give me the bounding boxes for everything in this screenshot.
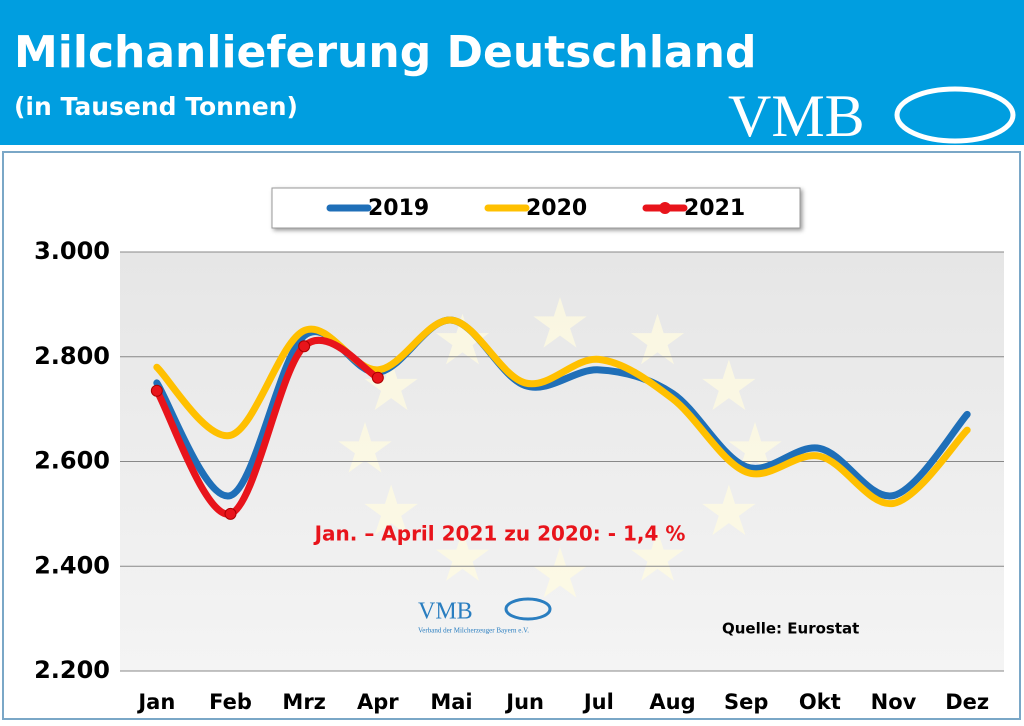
source: Quelle: Eurostat: [722, 620, 859, 638]
y-tick-label: 2.800: [34, 342, 110, 370]
y-tick-label: 2.200: [34, 656, 110, 684]
logo-small-swirl: [504, 597, 552, 621]
x-tick-label: Mrz: [282, 690, 325, 714]
legend-label: 2019: [368, 196, 429, 221]
header-band: [0, 0, 1024, 145]
legend-marker: [659, 202, 671, 214]
series-line: [153, 336, 382, 518]
legend-label: 2020: [526, 196, 587, 221]
marker: [150, 384, 163, 397]
logo-swirl: [894, 86, 1016, 144]
title: Milchanlieferung Deutschland: [14, 27, 756, 78]
series-line: [153, 316, 971, 507]
x-tick-label: Sep: [724, 690, 768, 714]
logo: VMB: [728, 83, 865, 149]
y-tick-label: 2.400: [34, 551, 110, 579]
logo-caption: Verband der Milcherzeuger Bayern e.V.: [418, 627, 529, 635]
x-tick-label: Feb: [209, 690, 252, 714]
x-tick-label: Jun: [504, 690, 544, 714]
marker: [371, 371, 384, 384]
x-tick-label: Jan: [136, 690, 175, 714]
x-tick-label: Nov: [871, 690, 917, 714]
x-tick-label: Apr: [357, 690, 399, 714]
logo-small: VMB: [418, 599, 473, 625]
annotation: Jan. – April 2021 zu 2020: - 1,4 %: [313, 522, 686, 546]
x-tick-label: Aug: [649, 690, 695, 714]
x-tick-label: Mai: [430, 690, 472, 714]
marker: [224, 507, 237, 520]
x-tick-label: Dez: [945, 690, 989, 714]
legend-label: 2021: [684, 196, 745, 221]
x-tick-label: Okt: [799, 690, 841, 714]
y-tick-label: 2.600: [34, 447, 110, 475]
marker: [298, 340, 311, 353]
subtitle: (in Tausend Tonnen): [14, 92, 298, 121]
y-tick-label: 3.000: [34, 237, 110, 265]
x-tick-label: Jul: [582, 690, 614, 714]
